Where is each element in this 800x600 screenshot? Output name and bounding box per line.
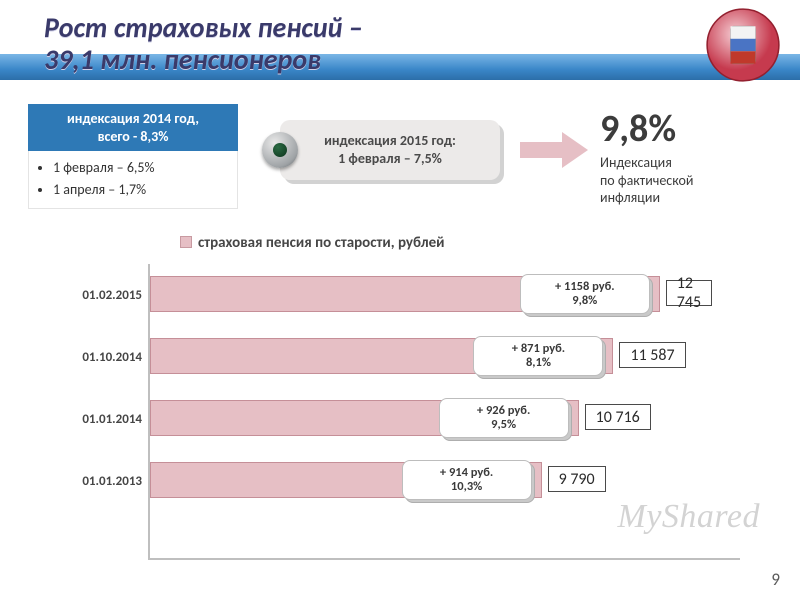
bar-delta-box: + 914 руб.10,3%	[402, 460, 532, 500]
title-line1: Рост страховых пенсий –	[44, 10, 363, 45]
bar-date-label: 01.01.2013	[46, 474, 142, 489]
target-caption-line3: инфляции	[600, 189, 660, 206]
bar-value-box: 11 587	[619, 342, 685, 368]
bar-row: 01.10.201411 587+ 871 руб.8,1%	[150, 332, 710, 380]
title-line2: 39,1 млн. пенсионеров	[44, 42, 321, 77]
delta-rub: + 1158 руб.	[555, 280, 615, 294]
indexation-2014-item: 1 февраля – 6,5%	[53, 157, 227, 179]
bar-value-box: 9 790	[548, 466, 606, 492]
bar-date-label: 01.10.2014	[46, 350, 142, 365]
chart-legend: страховая пенсия по старости, рублей	[180, 234, 445, 252]
delta-pct: 9,8%	[572, 294, 597, 308]
indexation-2014-box: индексация 2014 год, всего - 8,3% 1 февр…	[28, 104, 238, 209]
round-badge-icon	[262, 132, 298, 168]
arrow-head	[562, 132, 588, 168]
indexation-2014-heading: индексация 2014 год, всего - 8,3%	[28, 104, 238, 151]
arrow-icon	[520, 132, 590, 168]
legend-swatch-icon	[180, 236, 192, 248]
x-axis	[148, 558, 740, 560]
chart-title: страховая пенсия по старости, рублей	[198, 234, 445, 252]
indexation-2014-item: 1 апреля – 1,7%	[53, 179, 227, 201]
delta-rub: + 926 руб.	[477, 404, 530, 418]
arrow-shaft	[520, 142, 564, 158]
bar-delta-callout: + 926 руб.9,5%	[439, 398, 569, 438]
delta-pct: 10,3%	[451, 480, 482, 494]
bar-delta-box: + 1158 руб.9,8%	[520, 274, 650, 314]
indexation-2015-body: индексация 2015 год: 1 февраля – 7,5%	[280, 120, 500, 180]
bar-date-label: 01.02.2015	[46, 288, 142, 303]
pension-chart: страховая пенсия по старости, рублей 01.…	[40, 240, 760, 560]
bar-value-box: 10 716	[585, 404, 651, 430]
delta-pct: 9,5%	[491, 418, 516, 432]
bar-row: 01.01.20139 790+ 914 руб.10,3%	[150, 456, 710, 504]
bar-delta-box: + 871 руб.8,1%	[473, 336, 603, 376]
indexation-2015-box: индексация 2015 год: 1 февраля – 7,5%	[280, 120, 500, 180]
indexation-2014-head-line1: индексация 2014 год,	[67, 110, 199, 127]
pfr-logo-icon	[704, 6, 782, 84]
delta-pct: 8,1%	[526, 356, 551, 370]
bar-delta-callout: + 1158 руб.9,8%	[520, 274, 650, 314]
target-caption: Индексация по фактической инфляции	[600, 154, 780, 207]
bar-delta-callout: + 914 руб.10,3%	[402, 460, 532, 500]
page-number: 9	[771, 569, 780, 590]
indexation-2014-list: 1 февраля – 6,5% 1 апреля – 1,7%	[28, 151, 238, 209]
header: Рост страховых пенсий – 39,1 млн. пенсио…	[0, 0, 800, 90]
bar-row: 01.02.201512 745+ 1158 руб.9,8%	[150, 270, 710, 318]
bar-row: 01.01.201410 716+ 926 руб.9,5%	[150, 394, 710, 442]
page-title: Рост страховых пенсий – 39,1 млн. пенсио…	[44, 12, 363, 76]
bar-value-box: 12 745	[666, 280, 712, 306]
delta-rub: + 914 руб.	[440, 466, 493, 480]
indexation-2014-head-line2: всего - 8,3%	[98, 128, 169, 145]
bar-delta-box: + 926 руб.9,5%	[439, 398, 569, 438]
target-indexation: 9,8% Индексация по фактической инфляции	[600, 106, 780, 207]
delta-rub: + 871 руб.	[512, 342, 565, 356]
bar-delta-callout: + 871 руб.8,1%	[473, 336, 603, 376]
bar-date-label: 01.01.2014	[46, 412, 142, 427]
target-value: 9,8%	[600, 106, 780, 152]
target-caption-line1: Индексация	[600, 154, 672, 171]
indexation-2015-line2: 1 февраля – 7,5%	[338, 150, 442, 168]
indexation-2015-line1: индексация 2015 год:	[324, 132, 456, 150]
target-caption-line2: по фактической	[600, 172, 693, 189]
